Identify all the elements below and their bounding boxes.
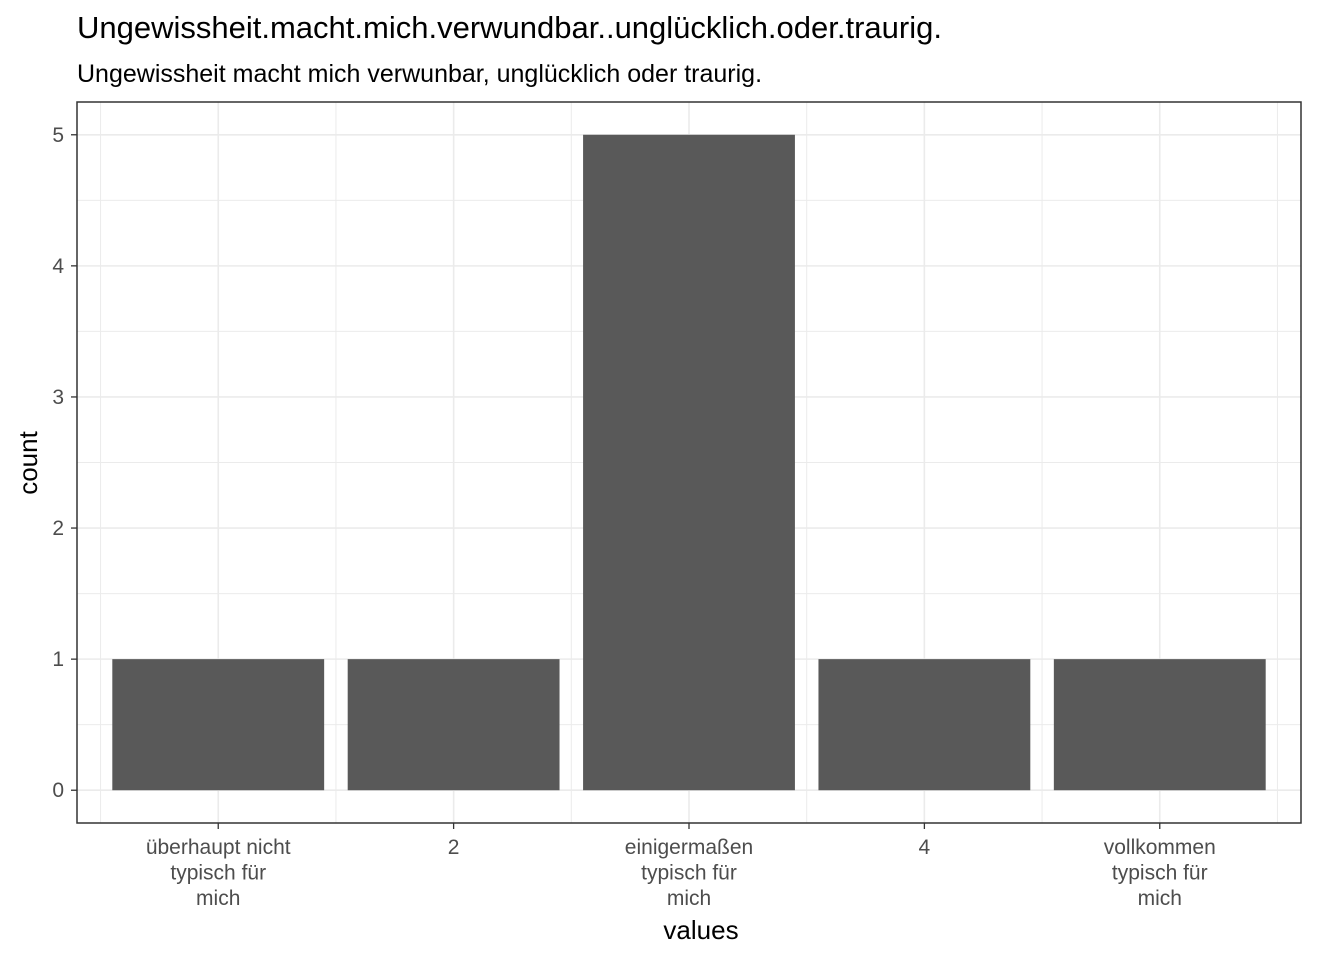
chart-subtitle: Ungewissheit macht mich verwunbar, unglü… [77,60,763,88]
y-tick-label: 5 [52,124,64,147]
y-axis-title: count [13,430,43,494]
gridlines [77,102,1301,823]
y-tick-label: 1 [52,648,64,671]
bars [112,134,1266,791]
x-axis-title: values [663,915,738,945]
bar [1053,659,1266,791]
bar [583,134,795,791]
y-tick-label: 3 [52,386,64,409]
y-tick-label: 2 [52,517,64,540]
x-tick-label: 2 [448,836,460,859]
x-tick-label: vollkommen typisch für mich [1104,836,1216,910]
x-tick-label: überhaupt nicht typisch für mich [146,836,291,910]
x-axis-ticks: überhaupt nicht typisch für mich 2 einigerma… [146,823,1216,910]
y-axis-ticks: 0 1 2 3 4 5 [52,124,77,802]
x-tick-label: einigermaßen typisch für mich [625,836,753,910]
bar [818,659,1031,791]
bar [347,659,560,791]
chart-title: Ungewissheit.macht.mich.verwundbar..ungl… [77,10,942,45]
bar [112,659,325,791]
y-tick-label: 0 [52,779,64,802]
x-tick-label: 4 [919,836,931,859]
y-tick-label: 4 [52,255,64,278]
